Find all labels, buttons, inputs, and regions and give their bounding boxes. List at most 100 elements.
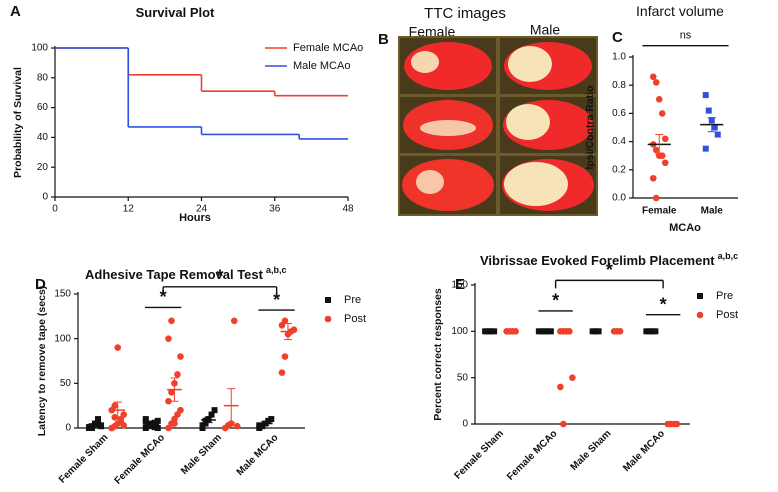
data-point xyxy=(98,423,105,430)
chart-panel: D Adhesive Tape Removal Test a,b,c Latency … xyxy=(35,265,366,486)
data-point xyxy=(268,416,275,423)
data-point xyxy=(114,344,122,351)
data-point xyxy=(569,374,576,381)
data-point xyxy=(673,420,681,428)
data-point xyxy=(649,73,657,81)
x-tick-label: Female MCAo xyxy=(505,428,560,483)
column-label: Female xyxy=(409,24,456,40)
title-text: Infarct volume xyxy=(636,3,724,19)
significance-label: ns xyxy=(680,30,692,42)
data-point xyxy=(120,422,128,429)
column-label: Male xyxy=(530,22,561,38)
slice xyxy=(402,159,494,211)
chart-title: Survival Plot xyxy=(136,5,215,20)
y-tick-label: 1.0 xyxy=(612,52,626,63)
x-tick-label: Male MCAo xyxy=(235,432,281,478)
significance-label: * xyxy=(660,294,667,314)
y-tick-label: 0.8 xyxy=(612,80,626,91)
x-tick-label: Female MCAo xyxy=(113,432,168,487)
y-tick-label: 0.6 xyxy=(612,108,626,119)
x-tick-label: 48 xyxy=(342,204,354,215)
data-point xyxy=(658,152,666,159)
data-point xyxy=(177,353,184,360)
y-axis-label: Percent correct responses xyxy=(432,288,444,421)
data-point xyxy=(661,135,669,143)
y-tick-label: 0 xyxy=(65,423,71,434)
infarct xyxy=(506,104,550,140)
data-point xyxy=(111,402,119,409)
x-tick-label: 36 xyxy=(269,204,281,215)
data-point xyxy=(233,422,241,430)
data-point xyxy=(711,124,718,131)
x-tick-label: 0 xyxy=(52,204,58,215)
data-point xyxy=(174,371,181,378)
infarct xyxy=(411,51,439,73)
x-tick-label: Female xyxy=(642,206,677,217)
y-tick-label: 100 xyxy=(31,43,48,54)
y-tick-label: 40 xyxy=(37,132,49,143)
images-title: TTC images xyxy=(424,5,506,22)
y-tick-label: 100 xyxy=(54,333,71,344)
data-point xyxy=(89,425,96,431)
data-point xyxy=(202,417,209,424)
y-tick-label: 60 xyxy=(37,102,49,113)
legend-swatch xyxy=(697,293,703,299)
data-point xyxy=(211,407,218,414)
infarct xyxy=(504,162,568,206)
x-tick-label: Female Sham xyxy=(57,432,110,485)
data-point xyxy=(95,416,102,423)
data-point xyxy=(208,411,215,418)
chart-panel: A Survival Plot Probability of Survival Hou… xyxy=(10,3,363,224)
data-point xyxy=(512,328,519,335)
data-point xyxy=(281,317,289,325)
data-point xyxy=(661,159,669,167)
y-tick-label: 50 xyxy=(60,378,72,389)
data-point xyxy=(256,422,263,429)
legend-label: Post xyxy=(716,309,738,321)
y-tick-label: 0 xyxy=(42,192,48,203)
data-point xyxy=(111,413,119,421)
significance-label: * xyxy=(552,291,559,311)
y-tick-label: 150 xyxy=(451,280,468,291)
y-tick-label: 20 xyxy=(37,162,49,173)
significance-label: * xyxy=(216,267,223,287)
data-point xyxy=(154,417,161,424)
x-tick-label: 12 xyxy=(123,204,135,215)
data-point xyxy=(281,353,289,360)
legend-label: Pre xyxy=(344,294,361,306)
infarct xyxy=(420,120,476,136)
title-text: Vibrissae Evoked Forelimb Placement xyxy=(480,253,715,268)
data-point xyxy=(108,424,116,432)
y-tick-label: 0.2 xyxy=(612,164,626,175)
x-axis-label: Hours xyxy=(179,212,211,224)
y-tick-label: 50 xyxy=(457,372,469,383)
infarct xyxy=(508,46,552,82)
data-point xyxy=(595,328,602,335)
data-point xyxy=(560,420,567,428)
chart-panel: E Vibrissae Evoked Forelimb Placement a,b,… xyxy=(432,251,738,482)
x-tick-label: Male Sham xyxy=(569,428,614,473)
legend-swatch xyxy=(325,297,331,303)
data-point xyxy=(230,317,238,325)
legend-label: Post xyxy=(344,313,366,325)
x-tick-label: Male Sham xyxy=(179,432,224,477)
title-superscript: a,b,c xyxy=(266,265,287,275)
infarct xyxy=(416,170,444,194)
data-point xyxy=(652,328,659,335)
x-tick-label: Female Sham xyxy=(452,428,505,481)
x-tick-label: Male MCAo xyxy=(621,428,667,474)
y-tick-label: 0 xyxy=(462,419,468,430)
significance-label: * xyxy=(160,287,167,307)
legend-label: Pre xyxy=(716,290,733,302)
y-axis-label: Ipsi/Contra Ratio xyxy=(584,85,596,169)
panel-label: C xyxy=(612,29,623,46)
y-tick-label: 150 xyxy=(54,289,71,300)
chart-title: Infarct volume xyxy=(636,3,724,19)
legend-swatch xyxy=(696,311,704,319)
data-point xyxy=(714,131,721,138)
significance-label: * xyxy=(273,290,280,310)
data-point xyxy=(165,397,172,405)
title-superscript: a,b,c xyxy=(718,251,739,261)
data-point xyxy=(702,92,709,99)
y-axis-label: Latency to remove tape (secs) xyxy=(36,286,48,437)
